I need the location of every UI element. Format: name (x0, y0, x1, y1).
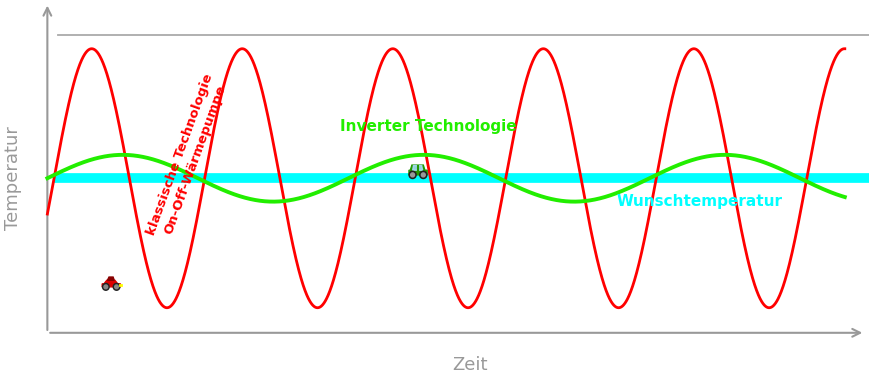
Polygon shape (107, 277, 114, 280)
Polygon shape (409, 165, 427, 175)
Text: Temperatur: Temperatur (4, 126, 22, 230)
Circle shape (103, 283, 109, 290)
Circle shape (113, 283, 119, 290)
Circle shape (104, 285, 107, 289)
Polygon shape (102, 280, 120, 287)
Circle shape (115, 285, 119, 289)
Circle shape (409, 171, 416, 178)
Text: Zeit: Zeit (453, 356, 488, 374)
Polygon shape (412, 166, 423, 170)
Text: Wunschtemperatur: Wunschtemperatur (617, 194, 783, 209)
Circle shape (419, 171, 426, 178)
Circle shape (411, 173, 414, 177)
Circle shape (421, 173, 426, 177)
Text: klassische Technologie
On-Off-Wärmepumpe: klassische Technologie On-Off-Wärmepumpe (145, 72, 230, 243)
Text: Inverter Technologie: Inverter Technologie (340, 119, 517, 134)
